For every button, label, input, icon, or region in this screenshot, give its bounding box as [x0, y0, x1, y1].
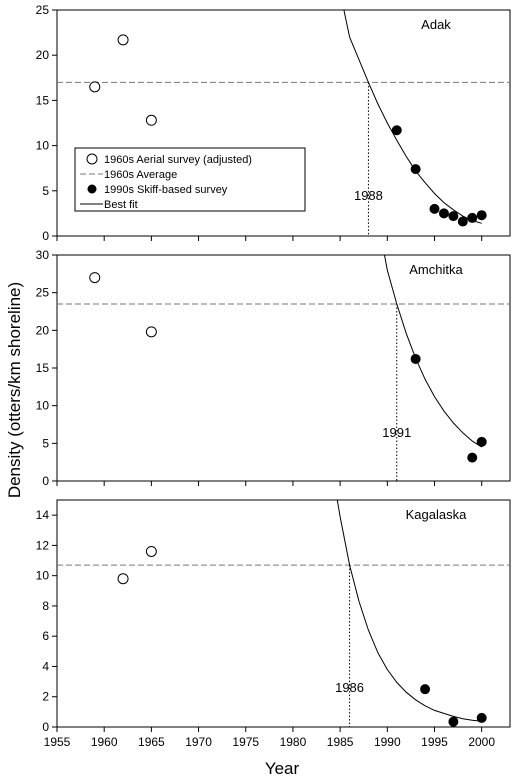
y-tick-label: 5: [42, 436, 49, 450]
skiff-survey-point: [410, 353, 421, 364]
y-tick-label: 0: [42, 229, 49, 243]
x-axis-title: Year: [265, 759, 300, 778]
aerial-survey-point: [117, 34, 129, 46]
skiff-survey-point: [476, 210, 487, 221]
x-tick-label: 1975: [232, 735, 259, 749]
legend-label-average: 1960s Average: [104, 169, 177, 181]
legend-box: [74, 147, 306, 212]
plot-frame: [56, 9, 511, 237]
x-tick-label: 1970: [185, 735, 212, 749]
crossing-year-label: 1991: [382, 425, 411, 440]
aerial-survey-point: [145, 545, 157, 557]
legend: 1960s Aerial survey (adjusted) 1960s Ave…: [74, 147, 306, 212]
panel-label: Amchitka: [409, 262, 463, 277]
y-tick-label: 20: [36, 48, 50, 62]
skiff-survey-point: [457, 216, 468, 227]
best-fit-curve: [343, 10, 482, 224]
y-tick-label: 0: [42, 720, 49, 734]
skiff-survey-point: [429, 203, 440, 214]
plot-frame: [56, 254, 511, 482]
crossing-year-label: 1986: [335, 680, 364, 695]
y-tick-label: 15: [36, 361, 50, 375]
skiff-survey-point: [448, 716, 459, 727]
y-tick-label: 2: [42, 690, 49, 704]
skiff-survey-point: [410, 164, 421, 175]
x-tick-label: 1960: [91, 735, 118, 749]
y-tick-label: 10: [36, 569, 50, 583]
y-tick-label: 12: [36, 538, 50, 552]
skiff-survey-point: [420, 684, 431, 695]
plot-frame: [56, 499, 511, 728]
y-tick-label: 14: [36, 508, 50, 522]
aerial-survey-point: [117, 573, 129, 585]
y-tick-label: 6: [42, 629, 49, 643]
skiff-survey-point: [448, 211, 459, 222]
skiff-survey-point: [476, 712, 487, 723]
legend-label-skiff: 1990s Skiff-based survey: [104, 184, 228, 196]
panel-adak: 0 5 10 15 20 25 1988 Adak: [36, 3, 511, 243]
y-tick-label: 10: [36, 399, 50, 413]
skiff-survey-point: [467, 212, 478, 223]
y-axis-title: Density (otters/km shoreline): [5, 282, 24, 498]
skiff-survey-point: [476, 436, 487, 447]
crossing-year-label: 1988: [354, 188, 383, 203]
aerial-survey-point: [145, 114, 157, 126]
best-fit-curve: [336, 500, 482, 722]
x-tick-label: 1990: [374, 735, 401, 749]
x-tick-label: 1965: [138, 735, 165, 749]
y-tick-label: 15: [36, 93, 50, 107]
x-tick-label: 2000: [468, 735, 495, 749]
x-tick-label: 1985: [327, 735, 354, 749]
skiff-survey-point: [391, 125, 402, 136]
y-tick-label: 25: [36, 3, 50, 17]
x-tick-label: 1955: [44, 735, 71, 749]
aerial-survey-point: [89, 81, 101, 93]
skiff-survey-point: [438, 208, 449, 219]
y-tick-label: 4: [42, 659, 49, 673]
panel-amchitka: 0 5 10 15 20 25 30 1991 Amchitka: [36, 248, 511, 488]
y-tick-label: 25: [36, 286, 50, 300]
y-tick-label: 8: [42, 599, 49, 613]
y-tick-label: 30: [36, 248, 50, 262]
skiff-survey-point: [467, 452, 478, 463]
panel-kagalaska: 0 2 4 6 8 10 12 14 1986 Kagalaska: [36, 499, 511, 734]
x-tick-label: 1980: [280, 735, 307, 749]
legend-symbol-open-circle: [86, 153, 98, 165]
y-tick-label: 20: [36, 323, 50, 337]
y-tick-label: 0: [42, 474, 49, 488]
best-fit-curve: [384, 255, 482, 448]
legend-label-best-fit: Best fit: [104, 199, 138, 211]
aerial-survey-point: [89, 272, 101, 284]
y-tick-label: 5: [42, 184, 49, 198]
y-tick-label: 10: [36, 139, 50, 153]
panel-label: Kagalaska: [406, 507, 467, 522]
aerial-survey-point: [145, 326, 157, 338]
x-tick-label: 1995: [421, 735, 448, 749]
legend-symbol-filled-circle: [87, 184, 97, 194]
legend-label-aerial: 1960s Aerial survey (adjusted): [104, 154, 252, 166]
panel-label: Adak: [421, 17, 451, 32]
